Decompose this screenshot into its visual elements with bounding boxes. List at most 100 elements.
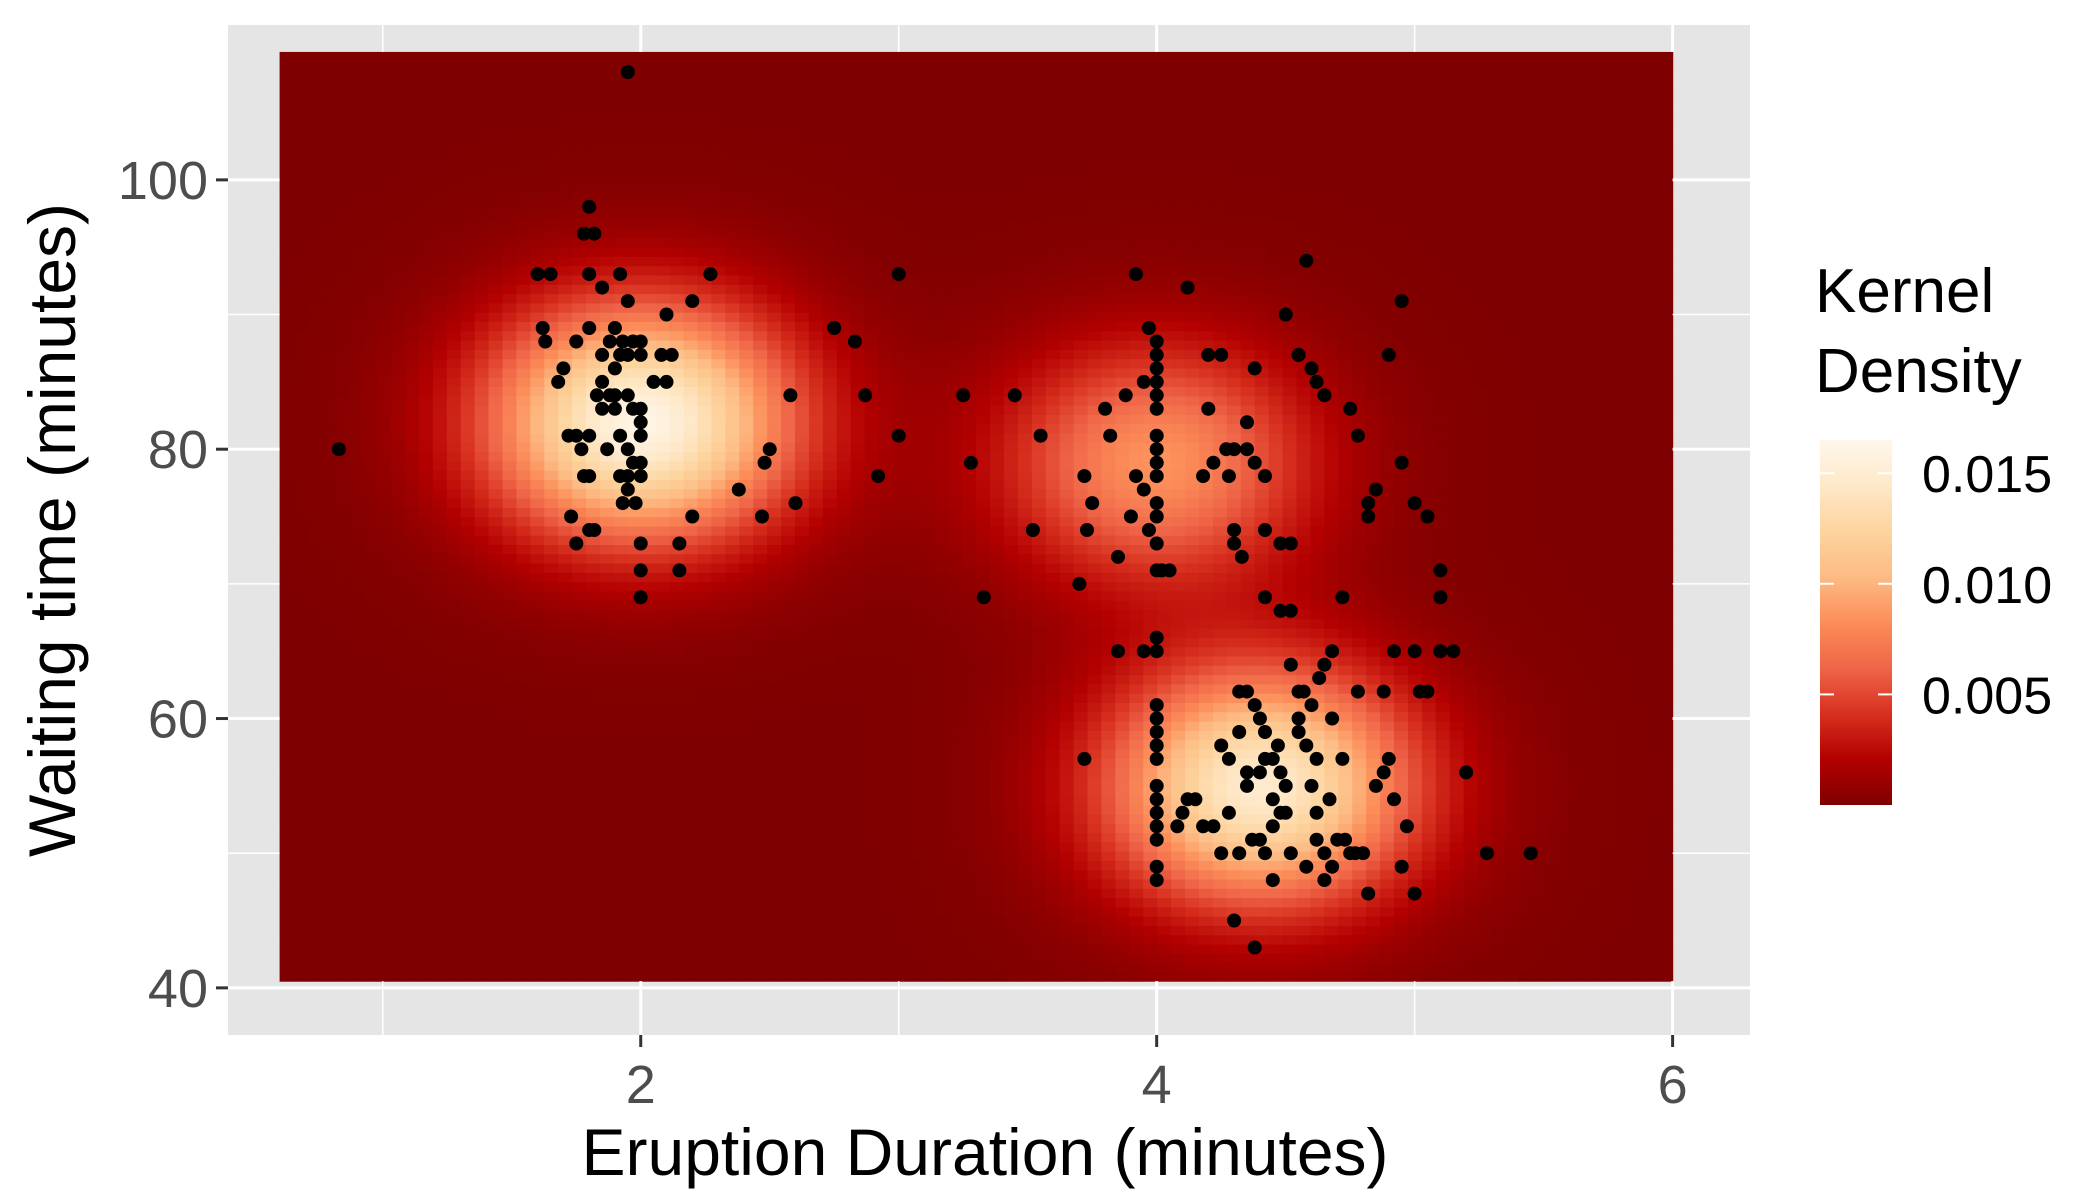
heat-tile [934,432,949,443]
heat-tile [739,312,754,322]
heat-tile [641,562,657,573]
heat-tile [906,182,921,192]
heat-tile [864,860,880,871]
heat-tile [488,925,504,936]
heat-tile [558,284,573,295]
heat-tile [753,423,768,434]
heat-tile [753,720,768,731]
heat-tile [488,405,504,415]
heat-tile [363,646,378,657]
heat-tile [864,600,880,611]
heat-tile [892,349,908,360]
heat-tile [878,962,894,973]
heat-tile [697,237,713,248]
heat-tile [432,971,448,982]
heat-tile [962,693,977,703]
heat-tile [544,256,559,267]
heat-tile [349,535,364,546]
heat-tile [878,581,894,592]
heat-tile [446,758,462,769]
heat-tile [446,116,462,127]
heat-tile [683,405,699,415]
heat-tile [627,628,643,638]
heat-tile [850,200,866,211]
heat-tile [307,274,322,285]
heat-tile [321,739,336,750]
heat-tile [432,432,448,443]
heat-tile [739,98,754,109]
heat-tile [558,209,573,220]
heat-tile [558,163,573,174]
heat-tile [377,497,392,508]
heat-tile [836,302,852,313]
heat-tile [432,247,448,257]
heat-tile [502,878,518,889]
heat-tile [878,683,894,694]
heat-tile [488,442,504,453]
heat-tile [446,89,462,99]
heat-tile [739,535,754,546]
heat-tile [781,172,796,183]
heat-tile [892,739,908,750]
heat-tile [864,135,880,146]
heat-tile [683,451,699,462]
heat-tile [948,841,963,852]
heat-tile [363,237,378,248]
heat-tile [558,79,573,90]
heat-tile [279,172,295,183]
heat-tile [725,256,740,267]
heat-tile [377,460,392,471]
heat-tile [892,395,908,406]
heat-tile [795,758,810,769]
heat-tile [558,897,573,908]
heat-tile [377,470,392,480]
heat-tile [460,562,476,573]
heat-tile [962,200,977,211]
heat-tile [307,674,322,685]
heat-tile [808,182,824,192]
heat-tile [906,562,921,573]
heat-tile [404,674,420,685]
heat-tile [502,182,518,192]
heat-tile [934,172,949,183]
heat-tile [627,293,643,304]
heat-tile [669,841,685,852]
heat-tile [613,748,629,759]
heat-tile [404,442,420,453]
heat-tile [920,702,935,713]
heat-tile [669,553,685,564]
heat-tile [516,544,531,555]
heat-tile [962,934,977,945]
heat-tile [641,507,657,518]
heat-tile [948,683,963,694]
heat-tile [502,618,518,629]
heat-tile [404,702,420,713]
heat-tile [683,163,699,174]
heat-tile [697,247,713,257]
heat-tile [683,572,699,583]
heat-tile [474,553,490,564]
heat-tile [599,98,615,109]
heat-tile [906,646,921,657]
heat-tile [446,962,462,973]
heat-tile [934,562,949,573]
heat-tile [502,702,518,713]
heat-tile [279,739,295,750]
heat-tile [474,786,490,796]
heat-tile [572,488,587,499]
heat-tile [279,507,295,518]
heat-tile [377,804,392,815]
heat-tile [613,860,629,871]
heat-tile [767,51,782,62]
heat-tile [669,163,685,174]
heat-tile [753,600,768,611]
heat-tile [850,553,866,564]
heat-tile [850,423,866,434]
heat-tile [586,535,601,546]
heat-tile [572,851,587,861]
heat-tile [572,479,587,490]
heat-tile [572,70,587,81]
heat-tile [808,256,824,267]
heat-tile [335,163,350,174]
heat-tile [502,321,518,332]
